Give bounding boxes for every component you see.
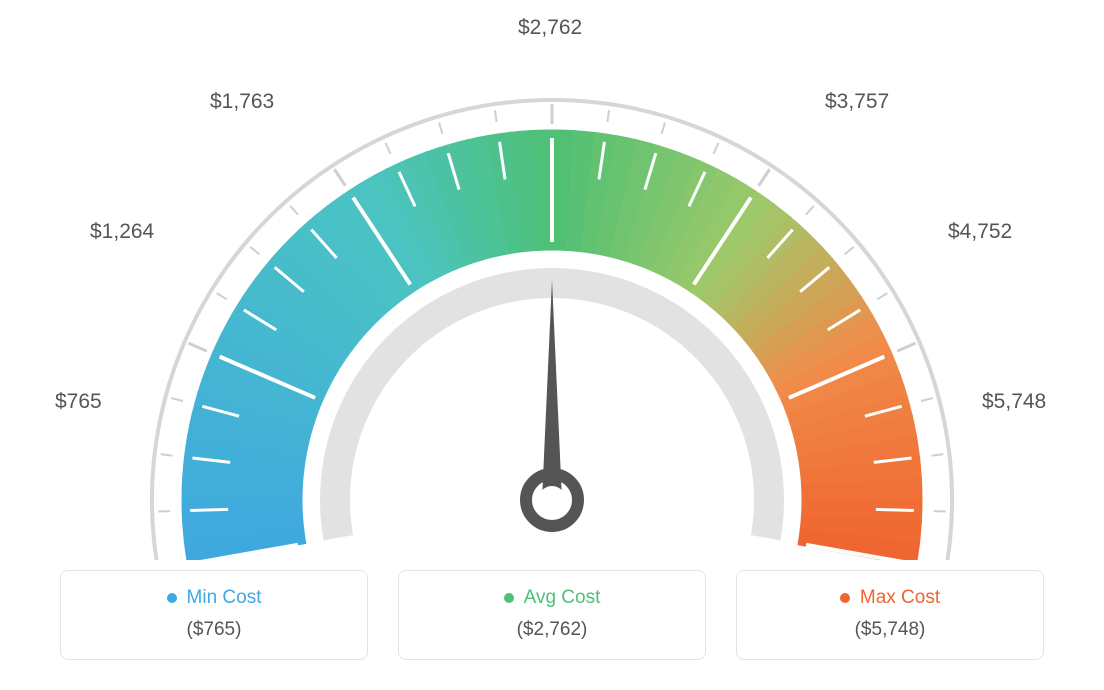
gauge-tick-outer-minor <box>290 206 298 215</box>
legend-label-avg: Avg Cost <box>524 587 601 609</box>
gauge-tick-outer-minor <box>439 123 442 134</box>
legend-dot-max <box>840 593 850 603</box>
gauge-tick-outer-minor <box>806 206 814 215</box>
gauge-tick-outer-minor <box>217 293 227 299</box>
legend-label-min: Min Cost <box>187 587 262 609</box>
legend-card-max: Max Cost ($5,748) <box>736 570 1044 660</box>
gauge-tick-outer-minor <box>713 143 718 154</box>
legend-title-avg: Avg Cost <box>504 587 601 609</box>
gauge-tick-label: $5,748 <box>982 390 1046 414</box>
gauge-tick-outer <box>759 169 770 186</box>
gauge-chart: $765 $1,264 $1,763 $2,762 $3,757 $4,752 $5,748 <box>0 0 1104 560</box>
gauge-tick-outer-minor <box>495 110 497 122</box>
gauge-tick-outer <box>334 169 345 186</box>
legend-value-min: ($765) <box>81 619 347 641</box>
gauge-hub-inner <box>538 486 566 514</box>
legend-row: Min Cost ($765) Avg Cost ($2,762) Max Co… <box>0 570 1104 660</box>
legend-dot-avg <box>504 593 514 603</box>
legend-card-avg: Avg Cost ($2,762) <box>398 570 706 660</box>
gauge-tick-outer-minor <box>931 454 943 455</box>
legend-dot-min <box>167 593 177 603</box>
gauge-tick-outer-minor <box>607 110 609 122</box>
gauge-tick-outer-minor <box>845 247 854 255</box>
legend-label-max: Max Cost <box>860 587 940 609</box>
gauge-tick-outer-minor <box>250 247 259 255</box>
gauge-tick-label: $1,264 <box>90 220 154 244</box>
gauge-tick-label: $1,763 <box>210 90 274 114</box>
gauge-needle <box>542 280 562 500</box>
gauge-tick-outer-minor <box>921 398 933 401</box>
legend-card-min: Min Cost ($765) <box>60 570 368 660</box>
gauge-tick-outer-minor <box>662 123 665 134</box>
gauge-tick-minor <box>190 509 228 510</box>
gauge-tick-outer <box>897 343 915 351</box>
legend-title-min: Min Cost <box>167 587 262 609</box>
legend-value-avg: ($2,762) <box>419 619 685 641</box>
gauge-tick-label: $2,762 <box>518 16 582 40</box>
legend-value-max: ($5,748) <box>757 619 1023 641</box>
chart-container: $765 $1,264 $1,763 $2,762 $3,757 $4,752 $5,748… <box>0 0 1104 690</box>
gauge-tick-outer-minor <box>161 454 173 455</box>
gauge-tick-outer-minor <box>385 143 390 154</box>
gauge-tick-label: $765 <box>55 390 102 414</box>
gauge-tick-outer-minor <box>877 293 887 299</box>
legend-title-max: Max Cost <box>840 587 940 609</box>
gauge-tick-outer <box>188 343 206 351</box>
gauge-tick-label: $3,757 <box>825 90 889 114</box>
gauge-tick-minor <box>876 509 914 510</box>
gauge-tick-outer-minor <box>171 398 183 401</box>
gauge-tick-label: $4,752 <box>948 220 1012 244</box>
